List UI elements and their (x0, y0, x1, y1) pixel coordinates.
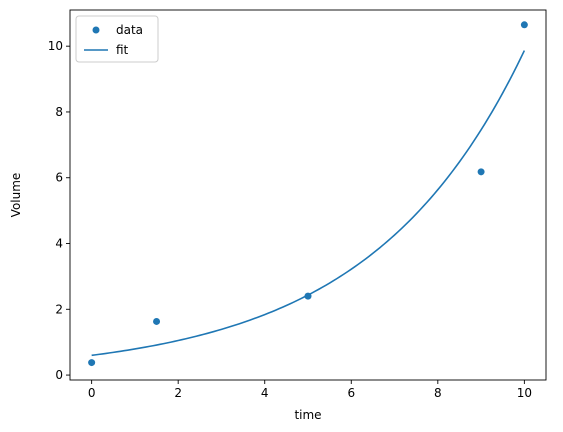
legend: data fit (75, 15, 159, 63)
x-tick-label: 6 (347, 386, 355, 400)
x-axis-label: time (294, 408, 321, 422)
y-axis-label: Volume (9, 173, 23, 218)
x-tick-label: 10 (517, 386, 532, 400)
legend-marker-data (92, 26, 100, 34)
y-tick-label: 10 (48, 39, 63, 53)
y-tick-label: 4 (55, 237, 63, 251)
x-tick-label: 0 (88, 386, 96, 400)
x-tick-label: 8 (434, 386, 442, 400)
data-point (88, 359, 96, 367)
y-tick-label: 0 (55, 368, 63, 382)
data-point (153, 317, 161, 325)
plot-frame (69, 9, 547, 381)
axes: 0 2 4 6 8 10 0 2 4 6 8 10 (48, 9, 547, 400)
y-tick-label: 6 (55, 171, 63, 185)
y-tick-label: 8 (55, 105, 63, 119)
x-tick-label: 2 (174, 386, 182, 400)
data-point (520, 21, 528, 29)
x-tick-label: 4 (261, 386, 269, 400)
plot-area (88, 21, 528, 367)
legend-label: fit (116, 43, 129, 57)
y-tick-label: 2 (55, 302, 63, 316)
data-point (304, 292, 312, 300)
legend-label: data (116, 23, 143, 37)
data-point (477, 168, 485, 176)
